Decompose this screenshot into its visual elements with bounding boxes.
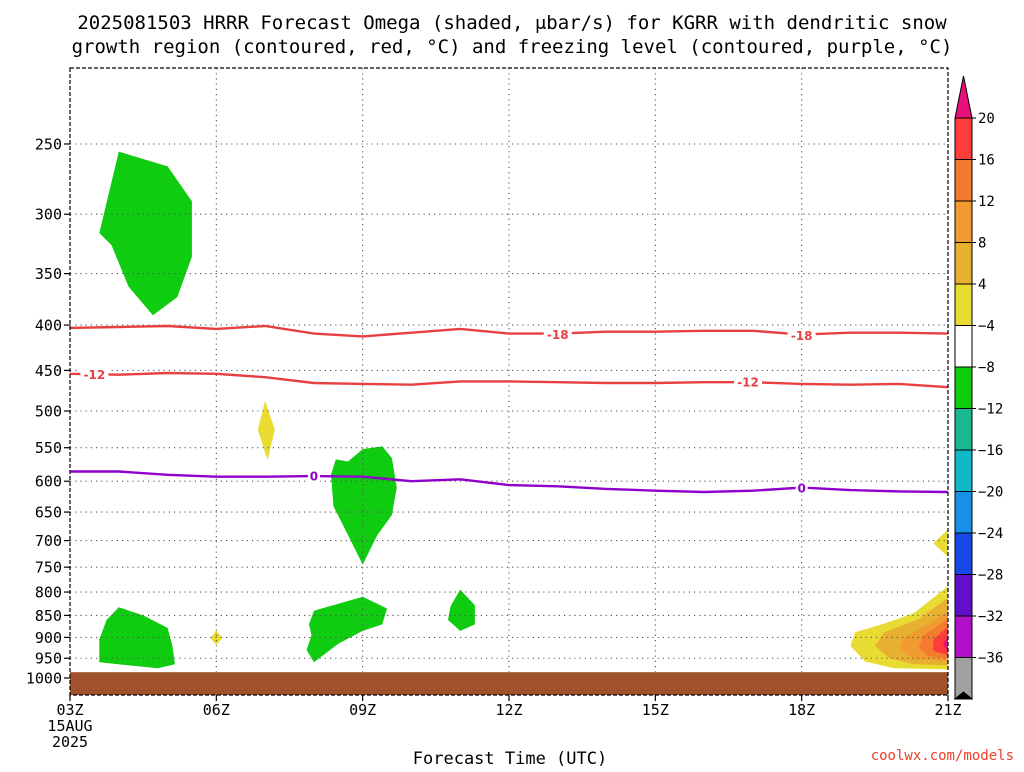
contour-label-bg--12-0 <box>80 367 109 382</box>
omega-region-green-300 <box>99 151 192 316</box>
omega-region-green-870 <box>306 596 388 663</box>
omega-region-omega-max <box>943 635 948 653</box>
y-tick-label-450: 450 <box>35 362 62 380</box>
colorbar-segment-0 <box>954 117 973 160</box>
y-tick-label-600: 600 <box>35 473 62 491</box>
omega-region-omega-20 <box>933 626 948 655</box>
colorbar-label-6: −8 <box>978 360 995 376</box>
credit-text: coolwx.com/models <box>871 748 1014 764</box>
colorbar-label-4: 4 <box>978 277 986 293</box>
contour-label-0-0: 0 <box>310 470 318 484</box>
colorbar-bottom-arrow <box>953 691 974 700</box>
colorbar-segment-7 <box>954 408 973 451</box>
x-tick-label-09Z: 09Z <box>349 701 376 719</box>
y-tick-label-650: 650 <box>35 504 62 522</box>
y-tick-label-850: 850 <box>35 607 62 625</box>
x-start-label-2: 2025 <box>52 733 88 751</box>
y-tick-label-950: 950 <box>35 650 62 668</box>
colorbar-label-10: −24 <box>978 526 1003 542</box>
y-tick-label-700: 700 <box>35 532 62 550</box>
colorbar-segment-8 <box>954 449 973 492</box>
colorbar-segment-1 <box>954 159 973 202</box>
contour-label-bg-0-1 <box>795 481 808 496</box>
omega-region-green-600 <box>331 446 397 565</box>
colorbar: 20 16 12 8 4 −4 −8 −12 −16 −20 −24 −28 −32 −36 <box>953 75 1003 700</box>
colorbar-segment-11 <box>954 574 973 617</box>
colorbar-segment-4 <box>954 283 973 326</box>
colorbar-label-2: 12 <box>978 194 995 210</box>
omega-region-yellow-700-edge <box>933 529 948 557</box>
y-tick-label-500: 500 <box>35 403 62 421</box>
y-tick-label-400: 400 <box>35 317 62 335</box>
chart-title-line-1: 2025081503 HRRR Forecast Omega (shaded, … <box>77 12 947 34</box>
colorbar-label-13: −36 <box>978 651 1003 667</box>
omega-region-green-900-04z <box>99 607 175 669</box>
chart-title-line-2: growth region (contoured, red, °C) and f… <box>72 36 953 58</box>
contour-label--18-1: -18 <box>791 329 813 343</box>
y-tick-label-1000: 1000 <box>26 670 62 688</box>
colorbar-segment-9 <box>954 491 973 534</box>
x-tick-label-21Z: 21Z <box>934 701 961 719</box>
y-tick-label-350: 350 <box>35 265 62 283</box>
x-tick-label-06Z: 06Z <box>203 701 230 719</box>
y-tick-label-900: 900 <box>35 629 62 647</box>
colorbar-segment-5 <box>954 325 973 368</box>
omega-region-yellow-520 <box>257 400 275 461</box>
contour-label-bg--12-1 <box>734 375 763 390</box>
colorbar-label-8: −16 <box>978 443 1003 459</box>
colorbar-label-9: −20 <box>978 485 1003 501</box>
colorbar-top-arrow <box>954 75 973 119</box>
omega-region-green-850-11z <box>448 589 475 631</box>
colorbar-segment-10 <box>954 532 973 575</box>
x-start-label-1: 15AUG <box>47 717 92 735</box>
y-tick-label-550: 550 <box>35 439 62 457</box>
contour-label-bg--18-1 <box>787 328 816 343</box>
y-tick-label-300: 300 <box>35 206 62 224</box>
contour-label--12-0: -12 <box>84 368 106 382</box>
y-tick-label-750: 750 <box>35 559 62 577</box>
colorbar-label-1: 16 <box>978 153 995 169</box>
colorbar-segment-3 <box>954 242 973 285</box>
x-start-label-0: 03Z <box>56 701 83 719</box>
colorbar-label-12: −32 <box>978 609 1003 625</box>
colorbar-label-5: −4 <box>978 319 995 335</box>
contour--12 <box>69 371 949 389</box>
colorbar-label-0: 20 <box>978 111 995 127</box>
y-tick-label-250: 250 <box>35 136 62 154</box>
colorbar-segment-12 <box>954 615 973 658</box>
x-tick-label-15Z: 15Z <box>642 701 669 719</box>
contour-label--12-1: -12 <box>737 376 759 390</box>
x-tick-label-18Z: 18Z <box>788 701 815 719</box>
contour-label-bg-0-0 <box>307 469 320 484</box>
contour-label-0-1: 0 <box>797 482 805 496</box>
colorbar-segment-6 <box>954 366 973 409</box>
plot-area: -18 -18 -12 -12 0 0 250 300 350 400 450 500 550 600 65… <box>26 67 962 751</box>
x-tick-label-12Z: 12Z <box>495 701 522 719</box>
contour--18 <box>69 324 949 338</box>
colorbar-segment-2 <box>954 200 973 243</box>
colorbar-label-11: −28 <box>978 568 1003 584</box>
colorbar-label-3: 8 <box>978 236 986 252</box>
y-tick-label-800: 800 <box>35 584 62 602</box>
contour-label--18-0: -18 <box>547 328 569 342</box>
colorbar-label-7: −12 <box>978 402 1003 418</box>
x-axis-title: Forecast Time (UTC) <box>413 749 607 768</box>
ground-surface <box>70 672 948 695</box>
contour-label-bg--18-0 <box>543 327 572 342</box>
